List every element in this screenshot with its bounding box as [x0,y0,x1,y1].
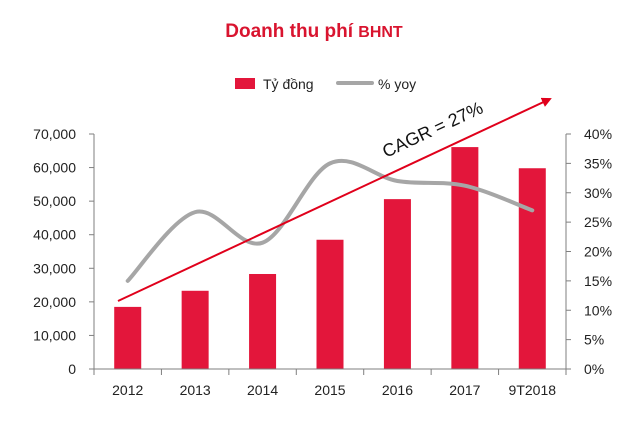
legend-bar-label: Tỷ đồng [263,76,314,92]
x-tick-label: 2013 [180,382,211,398]
x-axis: 2012 2013 2014 2015 2016 2017 9T2018 [93,368,567,398]
bar-2015 [316,239,344,369]
right-axis: 0% 5% 10% 15% 20% 25% 30% 35% 40% [565,126,612,377]
bar-2013 [181,290,209,369]
left-tick-label: 20,000 [33,294,76,310]
left-axis: 0 10,000 20,000 30,000 40,000 50,000 60,000 70,… [33,126,95,377]
right-tick-label: 30% [584,185,612,201]
legend: Tỷ đồng % yoy [235,76,416,92]
right-tick-label: 40% [584,126,612,142]
bar-2016 [383,199,411,369]
cagr-arrow [117,97,552,302]
bar-2017 [451,147,479,369]
chart-title: Doanh thu phí BHNT [225,21,403,42]
bar-2014 [249,273,277,369]
x-tick-label: 2012 [112,382,143,398]
bar-9T2018 [518,168,546,369]
left-tick-label: 10,000 [33,327,76,343]
left-tick-label: 60,000 [33,160,76,176]
bars-group [114,147,546,369]
legend-line-label: % yoy [378,76,416,92]
chart-title-suffix: BHNT [358,24,403,41]
x-tick-label: 2015 [314,382,345,398]
left-tick-label: 30,000 [33,260,76,276]
left-tick-label: 0 [68,361,76,377]
x-tick-label: 2016 [382,382,413,398]
left-tick-label: 50,000 [33,193,76,209]
right-tick-label: 5% [584,332,604,348]
chart-title-main: Doanh thu phí [225,21,358,42]
right-tick-label: 35% [584,155,612,171]
x-tick-label: 2014 [247,382,278,398]
x-tick-label: 9T2018 [509,382,557,398]
right-tick-label: 20% [584,244,612,260]
right-tick-label: 0% [584,361,604,377]
right-tick-label: 25% [584,214,612,230]
left-tick-label: 70,000 [33,126,76,142]
bar-2012 [114,306,142,369]
left-tick-label: 40,000 [33,227,76,243]
x-tick-label: 2017 [449,382,480,398]
legend-bar-swatch [235,78,255,89]
right-tick-label: 15% [584,273,612,289]
right-tick-label: 10% [584,302,612,318]
yoy-line [125,159,535,283]
